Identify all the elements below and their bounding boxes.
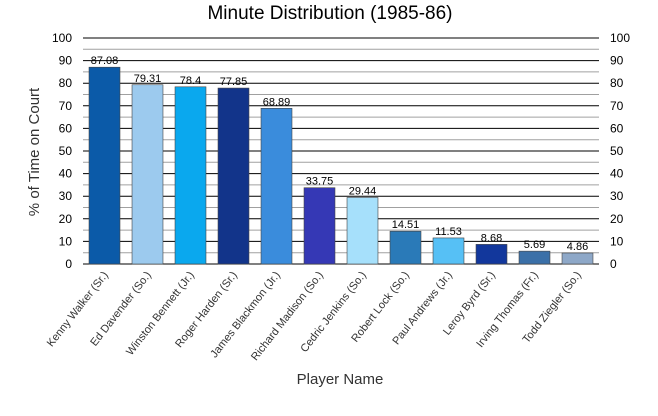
y-tick-label-right: 40	[610, 167, 624, 181]
bar-value-label: 77.85	[220, 76, 248, 88]
y-tick-label-left: 0	[65, 257, 72, 271]
x-tick-label: Richard Madison (So.)	[249, 269, 326, 363]
bar	[131, 84, 164, 265]
y-tick-label-left: 50	[59, 144, 73, 158]
y-tick-label-right: 80	[610, 76, 624, 90]
y-tick-label-left: 30	[59, 189, 73, 203]
grid-lines	[83, 37, 599, 265]
x-axis-title: Player Name	[297, 371, 384, 388]
data-labels: 87.08 79.31 78.4 77.85 68.89 33.75 29.44 14.51 1…	[91, 55, 588, 253]
bar-value-label: 68.89	[263, 96, 291, 108]
bar	[475, 244, 508, 265]
y-tick-label-right: 30	[610, 189, 624, 203]
y-tick-label-left: 100	[52, 31, 72, 45]
y-tick-label-right: 10	[610, 234, 624, 248]
bar-value-label: 11.53	[435, 226, 462, 238]
y-axis-title: % of Time on Court	[26, 87, 43, 216]
y-tick-label-left: 60	[59, 121, 73, 135]
y-tick-label-left: 40	[59, 167, 73, 181]
y-axis-left: 0 10 20 30 40 50 60 70 80 90 100	[52, 31, 72, 271]
bar-value-label: 33.75	[306, 176, 334, 188]
y-tick-label-right: 0	[610, 257, 617, 271]
bar	[88, 66, 121, 265]
bar-value-label: 4.86	[567, 241, 588, 253]
y-tick-label-right: 60	[610, 121, 624, 135]
y-tick-label-left: 10	[59, 234, 73, 248]
y-tick-label-left: 90	[59, 54, 73, 68]
y-tick-label-left: 80	[59, 76, 73, 90]
bar-value-label: 79.31	[134, 73, 162, 85]
y-tick-label-left: 70	[59, 99, 73, 113]
bar	[561, 252, 594, 265]
bar-value-label: 14.51	[392, 219, 420, 231]
y-tick-label-left: 20	[59, 212, 73, 226]
bar-series	[88, 66, 594, 265]
bar	[432, 237, 465, 265]
y-tick-label-right: 20	[610, 212, 624, 226]
y-tick-label-right: 90	[610, 54, 624, 68]
y-axis-right: 0 10 20 30 40 50 60 70 80 90 100	[610, 31, 630, 271]
chart-title: Minute Distribution (1985-86)	[207, 3, 452, 24]
bar-value-label: 78.4	[180, 75, 201, 87]
bar	[389, 230, 422, 265]
x-axis-labels: Kenny Walker (Sr.)Ed Davender (So.)Winst…	[45, 269, 584, 363]
bar	[217, 87, 250, 265]
bar	[346, 197, 379, 265]
bar-value-label: 8.68	[481, 232, 502, 244]
bar-value-label: 29.44	[349, 185, 377, 197]
y-tick-label-right: 70	[610, 99, 624, 113]
bar	[174, 86, 207, 265]
y-tick-label-right: 50	[610, 144, 624, 158]
bar	[303, 187, 336, 265]
y-tick-label-right: 100	[610, 31, 630, 45]
bar	[518, 250, 551, 265]
bar-value-label: 87.08	[91, 55, 119, 67]
bar	[260, 108, 293, 265]
bar-value-label: 5.69	[524, 239, 545, 251]
